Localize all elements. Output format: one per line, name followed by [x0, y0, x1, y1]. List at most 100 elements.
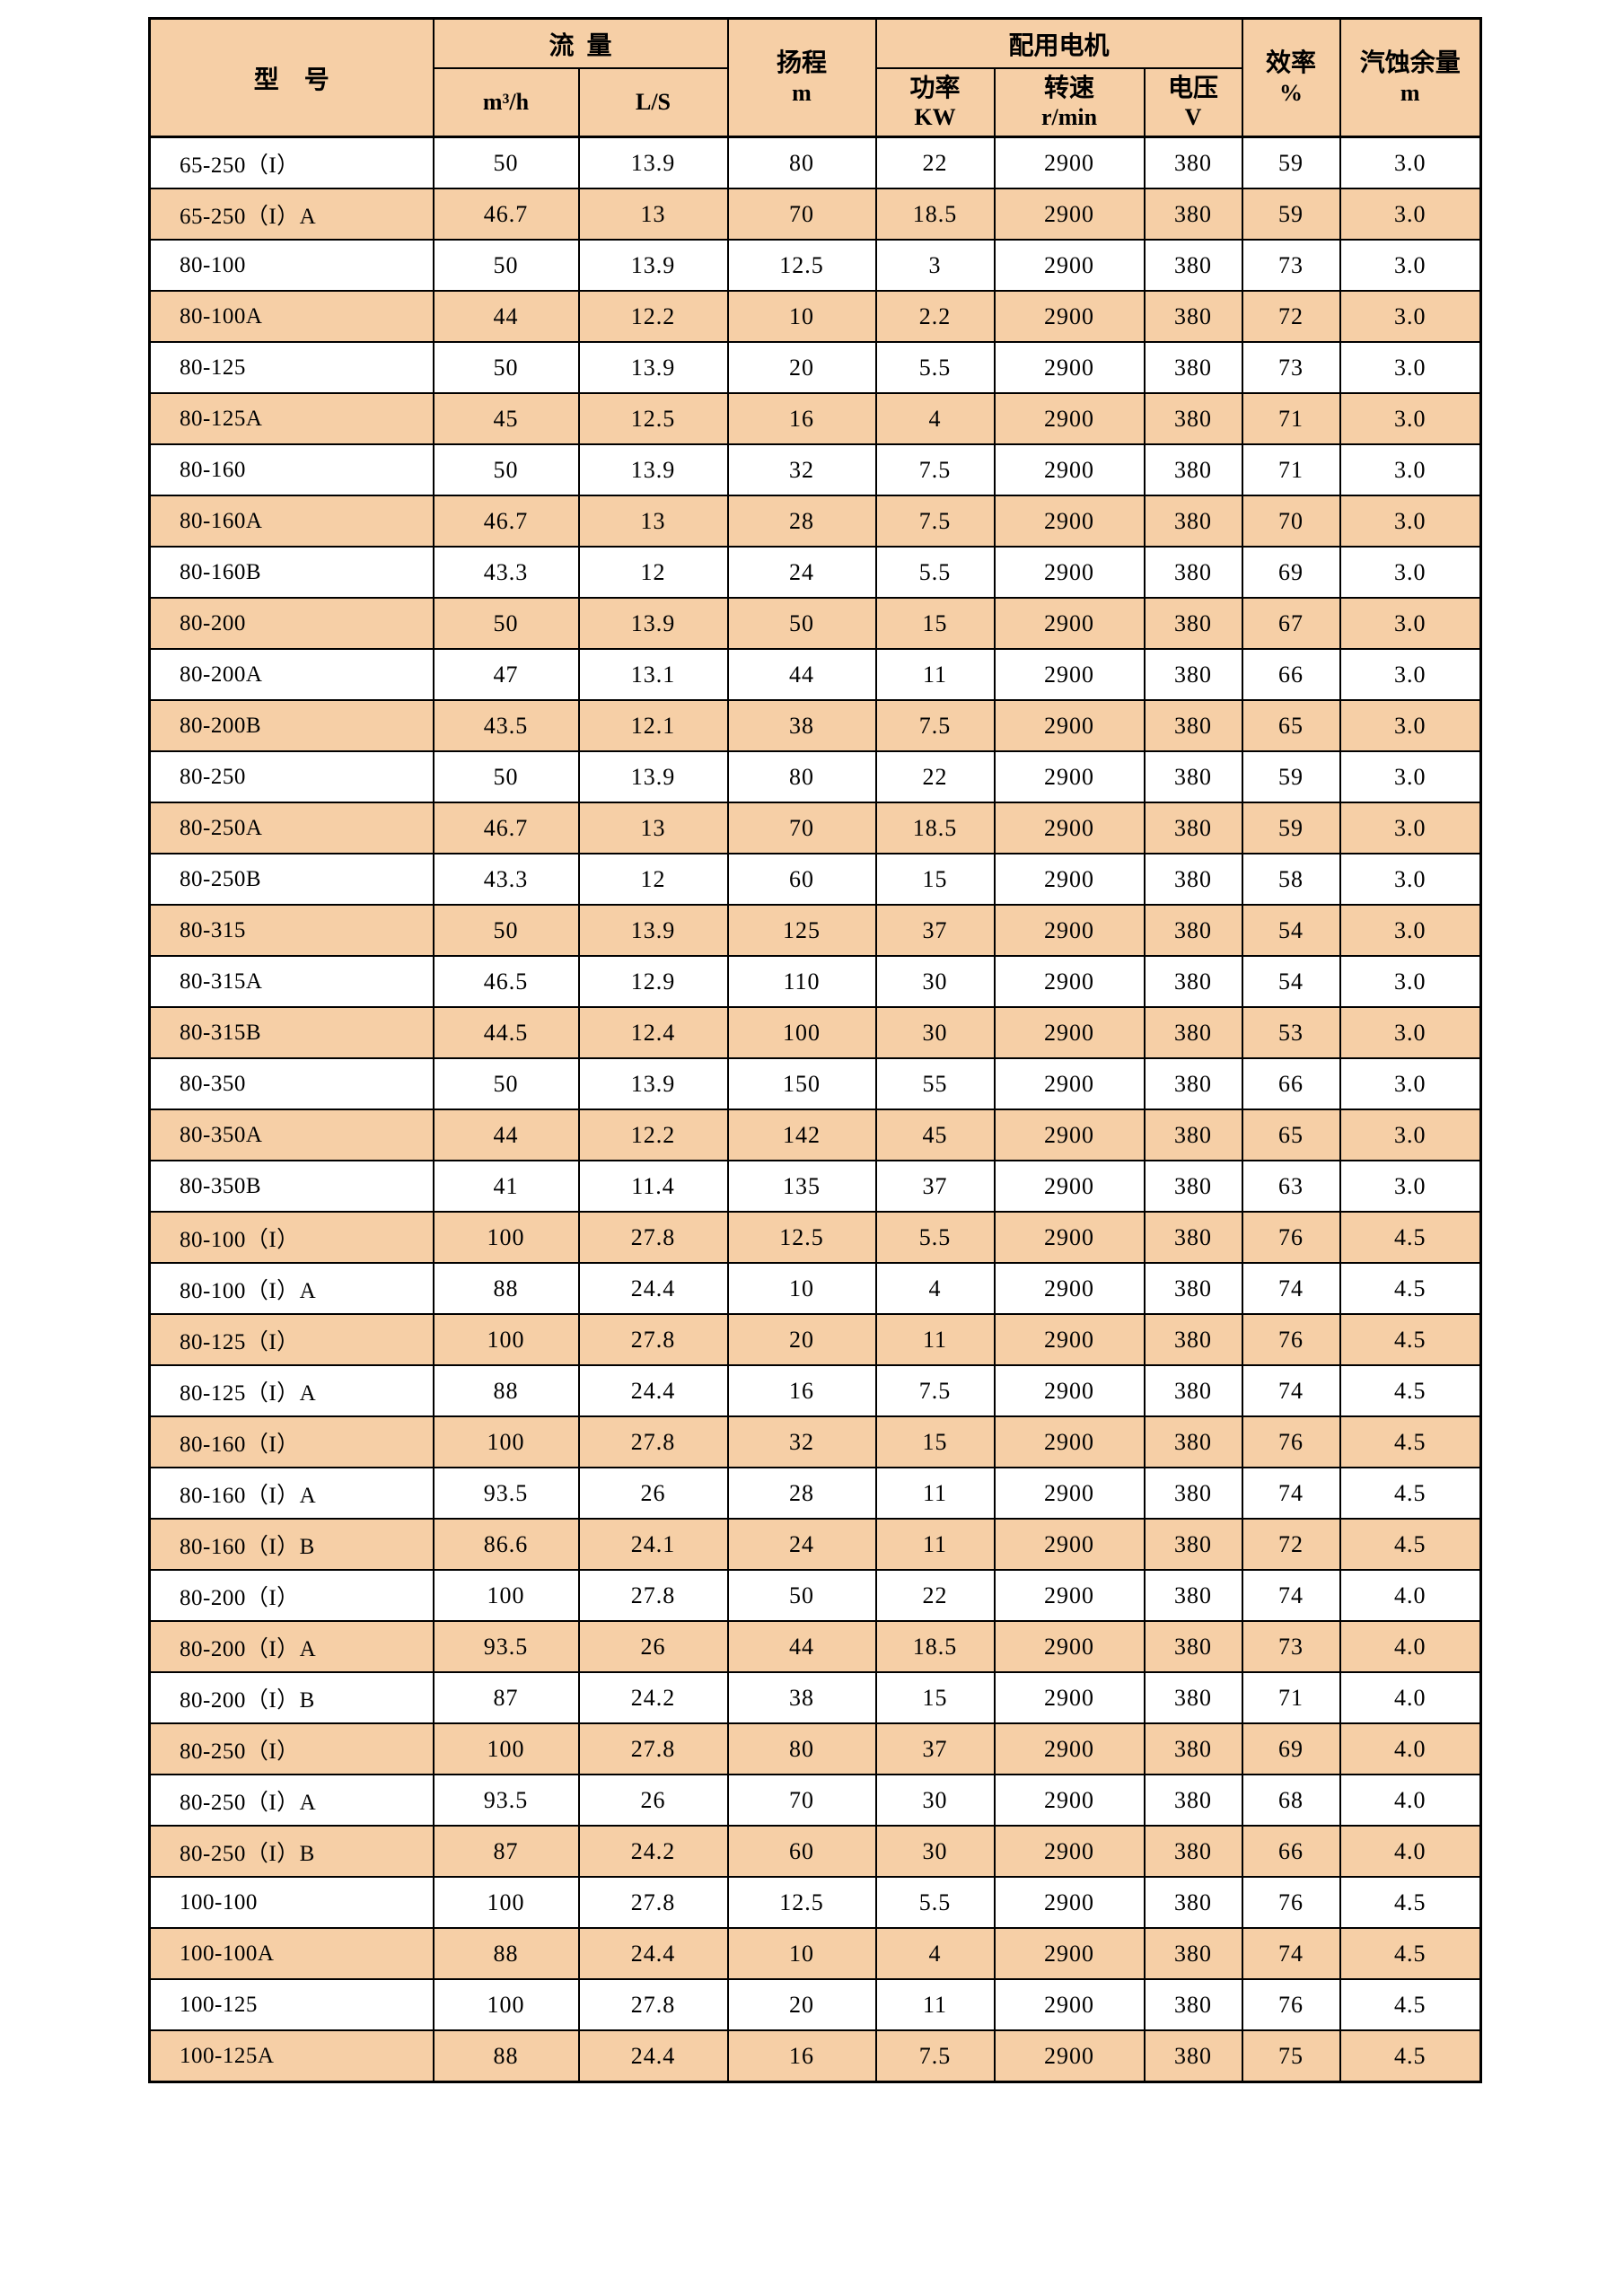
- value-cell: 3.0: [1339, 443, 1482, 496]
- value-cell: 16: [726, 392, 877, 445]
- model-cell: 80-350A: [148, 1109, 435, 1161]
- value-cell: 16: [726, 2029, 877, 2083]
- value-cell: 10: [726, 1262, 877, 1315]
- value-cell: 3.0: [1339, 1006, 1482, 1059]
- table-row: 80-250A 46.7 13 70 18.5 2900 380 59 3.0: [148, 802, 1482, 854]
- value-cell: 59: [1241, 750, 1341, 803]
- value-cell: 43.3: [432, 853, 580, 906]
- model-cell: 65-250（I）A: [148, 188, 435, 241]
- value-cell: 3.0: [1339, 188, 1482, 241]
- model-cell: 80-100A: [148, 290, 435, 343]
- value-cell: 32: [726, 443, 877, 496]
- model-cell: 80-160（I）A: [148, 1467, 435, 1520]
- header-head-label: 扬程: [776, 49, 827, 78]
- table-row: 100-125 100 27.8 20 11 2900 380 76 4.5: [148, 1978, 1482, 2031]
- table-row: 80-350A 44 12.2 142 45 2900 380 65 3.0: [148, 1109, 1482, 1161]
- table-row: 80-100 50 13.9 12.5 3 2900 380 73 3.0: [148, 239, 1482, 292]
- header-voltage-unit: V: [1184, 104, 1202, 131]
- value-cell: 60: [726, 853, 877, 906]
- value-cell: 12.1: [577, 699, 729, 752]
- value-cell: 63: [1241, 1160, 1341, 1213]
- value-cell: 13.1: [577, 648, 729, 701]
- value-cell: 30: [874, 1825, 996, 1878]
- value-cell: 4.5: [1339, 1927, 1482, 1980]
- value-cell: 380: [1143, 136, 1243, 189]
- value-cell: 380: [1143, 1825, 1243, 1878]
- header-flow-ls: L/S: [577, 67, 729, 138]
- table-row: 80-350B 41 11.4 135 37 2900 380 63 3.0: [148, 1160, 1482, 1213]
- value-cell: 13: [577, 802, 729, 854]
- value-cell: 46.7: [432, 802, 580, 854]
- value-cell: 2900: [993, 1876, 1146, 1929]
- value-cell: 100: [432, 1722, 580, 1775]
- value-cell: 66: [1241, 1057, 1341, 1110]
- value-cell: 37: [874, 904, 996, 957]
- value-cell: 380: [1143, 290, 1243, 343]
- table-row: 80-125 50 13.9 20 5.5 2900 380 73 3.0: [148, 341, 1482, 394]
- table-row: 80-315A 46.5 12.9 110 30 2900 380 54 3.0: [148, 955, 1482, 1008]
- value-cell: 67: [1241, 597, 1341, 650]
- table-row: 80-250 50 13.9 80 22 2900 380 59 3.0: [148, 750, 1482, 803]
- value-cell: 53: [1241, 1006, 1341, 1059]
- value-cell: 50: [432, 136, 580, 189]
- table-row: 80-160 50 13.9 32 7.5 2900 380 71 3.0: [148, 443, 1482, 496]
- value-cell: 5.5: [874, 1211, 996, 1264]
- table-row: 80-160B 43.3 12 24 5.5 2900 380 69 3.0: [148, 546, 1482, 599]
- model-cell: 80-160B: [148, 546, 435, 599]
- model-cell: 80-315A: [148, 955, 435, 1008]
- value-cell: 80: [726, 750, 877, 803]
- value-cell: 15: [874, 1415, 996, 1468]
- model-cell: 80-350B: [148, 1160, 435, 1213]
- value-cell: 24.4: [577, 1364, 729, 1417]
- value-cell: 88: [432, 1927, 580, 1980]
- table-row: 100-125A 88 24.4 16 7.5 2900 380 75 4.5: [148, 2029, 1482, 2083]
- value-cell: 44: [432, 290, 580, 343]
- value-cell: 380: [1143, 1364, 1243, 1417]
- value-cell: 3.0: [1339, 853, 1482, 906]
- value-cell: 2900: [993, 1774, 1146, 1827]
- value-cell: 3.0: [1339, 239, 1482, 292]
- model-cell: 80-100（I）A: [148, 1262, 435, 1315]
- model-cell: 80-160（I）B: [148, 1518, 435, 1571]
- table-row: 80-100A 44 12.2 10 2.2 2900 380 72 3.0: [148, 290, 1482, 343]
- value-cell: 380: [1143, 1467, 1243, 1520]
- table-row: 80-125（I）A 88 24.4 16 7.5 2900 380 74 4.5: [148, 1364, 1482, 1417]
- value-cell: 50: [432, 750, 580, 803]
- header-speed: 转速 r/min: [993, 67, 1146, 138]
- value-cell: 380: [1143, 1569, 1243, 1622]
- value-cell: 2900: [993, 955, 1146, 1008]
- header-head-unit: m: [792, 79, 812, 106]
- value-cell: 2900: [993, 1160, 1146, 1213]
- model-cell: 80-200B: [148, 699, 435, 752]
- value-cell: 380: [1143, 1620, 1243, 1673]
- value-cell: 4.0: [1339, 1774, 1482, 1827]
- value-cell: 125: [726, 904, 877, 957]
- value-cell: 65: [1241, 1109, 1341, 1161]
- value-cell: 24: [726, 546, 877, 599]
- value-cell: 2900: [993, 341, 1146, 394]
- value-cell: 12.2: [577, 290, 729, 343]
- value-cell: 12.5: [577, 392, 729, 445]
- value-cell: 15: [874, 597, 996, 650]
- table-row: 100-100 100 27.8 12.5 5.5 2900 380 76 4.5: [148, 1876, 1482, 1929]
- value-cell: 88: [432, 1364, 580, 1417]
- table-row: 100-100A 88 24.4 10 4 2900 380 74 4.5: [148, 1927, 1482, 1980]
- value-cell: 142: [726, 1109, 877, 1161]
- value-cell: 60: [726, 1825, 877, 1878]
- value-cell: 2900: [993, 802, 1146, 854]
- header-power-unit: KW: [914, 104, 956, 131]
- value-cell: 2900: [993, 546, 1146, 599]
- value-cell: 24.4: [577, 1927, 729, 1980]
- model-cell: 80-250: [148, 750, 435, 803]
- value-cell: 11: [874, 1518, 996, 1571]
- model-cell: 100-125A: [148, 2029, 435, 2083]
- table-row: 80-200 50 13.9 50 15 2900 380 67 3.0: [148, 597, 1482, 650]
- value-cell: 100: [432, 1211, 580, 1264]
- value-cell: 80: [726, 136, 877, 189]
- model-cell: 80-100（I）: [148, 1211, 435, 1264]
- table-row: 80-315 50 13.9 125 37 2900 380 54 3.0: [148, 904, 1482, 957]
- value-cell: 93.5: [432, 1620, 580, 1673]
- header-flow: 流 量: [432, 17, 729, 69]
- value-cell: 46.7: [432, 188, 580, 241]
- value-cell: 72: [1241, 1518, 1341, 1571]
